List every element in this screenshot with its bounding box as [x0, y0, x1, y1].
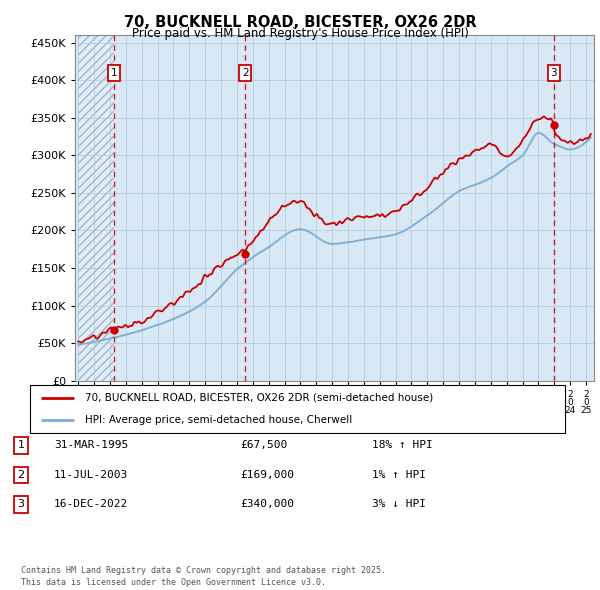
Text: 70, BUCKNELL ROAD, BICESTER, OX26 2DR (semi-detached house): 70, BUCKNELL ROAD, BICESTER, OX26 2DR (s…	[85, 392, 433, 402]
Text: 1: 1	[110, 68, 117, 78]
FancyBboxPatch shape	[29, 385, 565, 432]
Text: 1: 1	[17, 441, 25, 450]
Text: 16-DEC-2022: 16-DEC-2022	[54, 500, 128, 509]
Text: 31-MAR-1995: 31-MAR-1995	[54, 441, 128, 450]
Text: £169,000: £169,000	[240, 470, 294, 480]
Text: 1% ↑ HPI: 1% ↑ HPI	[372, 470, 426, 480]
Text: 3: 3	[17, 500, 25, 509]
Text: 2: 2	[242, 68, 248, 78]
Text: £340,000: £340,000	[240, 500, 294, 509]
Text: 3: 3	[550, 68, 557, 78]
Text: 3% ↓ HPI: 3% ↓ HPI	[372, 500, 426, 509]
Text: Contains HM Land Registry data © Crown copyright and database right 2025.
This d: Contains HM Land Registry data © Crown c…	[21, 566, 386, 587]
Text: Price paid vs. HM Land Registry's House Price Index (HPI): Price paid vs. HM Land Registry's House …	[131, 27, 469, 40]
Text: 70, BUCKNELL ROAD, BICESTER, OX26 2DR: 70, BUCKNELL ROAD, BICESTER, OX26 2DR	[124, 15, 476, 30]
Text: 18% ↑ HPI: 18% ↑ HPI	[372, 441, 433, 450]
Text: £67,500: £67,500	[240, 441, 287, 450]
Text: 11-JUL-2003: 11-JUL-2003	[54, 470, 128, 480]
Text: 2: 2	[17, 470, 25, 480]
Text: HPI: Average price, semi-detached house, Cherwell: HPI: Average price, semi-detached house,…	[85, 415, 352, 425]
